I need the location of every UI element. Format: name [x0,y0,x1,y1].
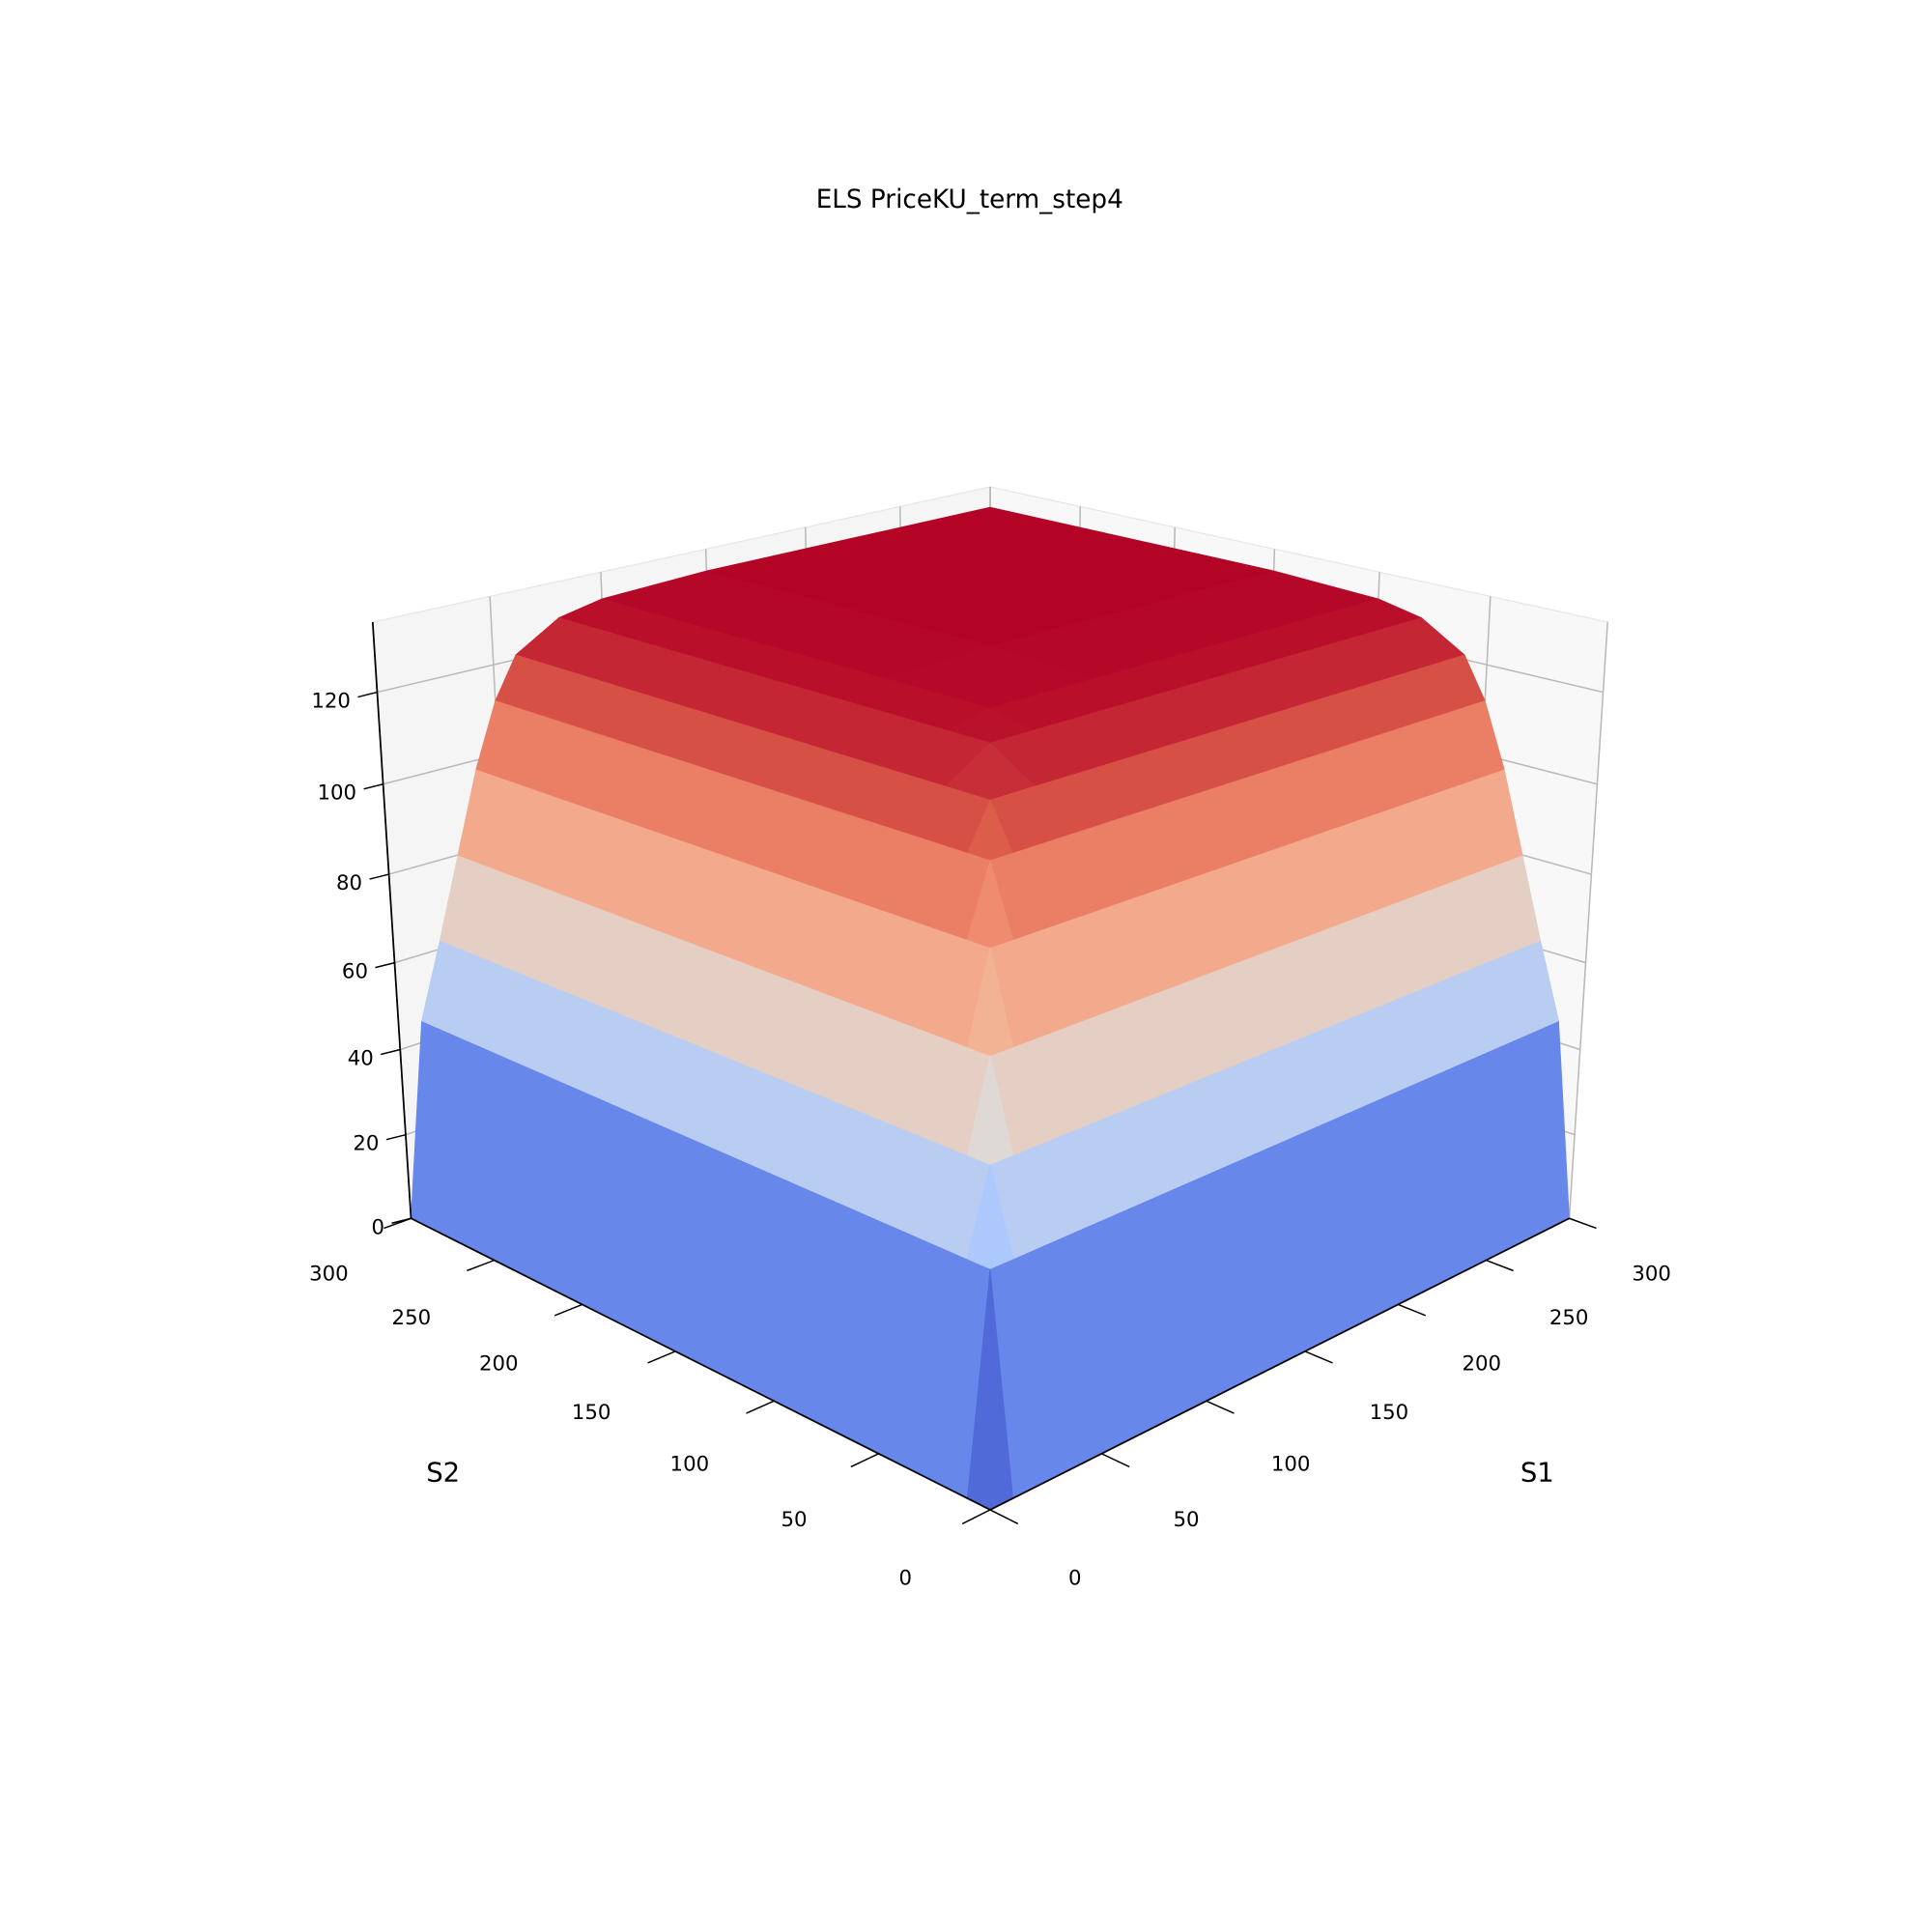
x-tick [1206,1400,1235,1414]
y-tick [554,1303,582,1317]
x-tick [1101,1453,1130,1468]
y-tick [467,1259,495,1272]
y-tick-label: 150 [572,1401,611,1425]
y-tick-label: 300 [309,1263,349,1287]
x-tick-label: 0 [1068,1567,1082,1591]
z-tick-label: 80 [336,871,362,895]
x-tick [1398,1303,1427,1317]
y-tick-label: 100 [670,1453,710,1477]
y-tick-label: 0 [898,1567,912,1591]
x-tick-label: 250 [1549,1306,1589,1330]
z-tick [385,1133,407,1141]
surface-facet [966,1055,1014,1165]
x-tick-label: 50 [1173,1508,1199,1532]
z-axis-line [371,621,412,1219]
z-tick-label: 40 [348,1046,374,1070]
surface-facet [966,1164,1014,1269]
z-tick [391,1217,412,1224]
z-tick [357,691,378,698]
grid-line [1568,621,1608,1219]
y-axis-label: S2 [426,1457,460,1488]
x-tick [1569,1217,1597,1230]
y-tick [850,1453,879,1468]
z-tick-label: 60 [342,960,368,984]
y-tick-label: 50 [781,1508,807,1532]
x-tick-label: 200 [1462,1352,1501,1377]
z-tick [363,782,384,790]
z-tick-label: 120 [311,690,351,714]
x-tick [1486,1259,1514,1272]
surface-facet [411,1020,507,1262]
x-axis-label: S1 [1520,1457,1554,1488]
surface-facet [1473,1020,1570,1262]
z-tick-label: 0 [371,1215,384,1239]
x-axis-line [989,1217,1570,1511]
x-tick-label: 150 [1370,1401,1409,1425]
z-tick [381,1048,401,1056]
surface-facet [966,947,1014,1057]
y-tick-label: 200 [479,1352,519,1377]
x-tick [1304,1350,1333,1364]
z-tick-label: 100 [318,781,357,806]
surface-facet [966,859,1014,949]
y-tick-label: 250 [392,1306,432,1330]
chart-title: ELS PriceKU_term_step4 [816,185,1123,214]
y-tick [961,1509,991,1525]
y-tick [647,1350,676,1364]
z-tick-label: 20 [353,1132,379,1156]
y-axis-line [411,1217,991,1511]
z-tick [375,961,395,969]
y-tick [746,1400,775,1414]
x-tick-label: 100 [1271,1453,1311,1477]
x-tick-label: 300 [1632,1263,1671,1287]
z-tick [369,873,389,880]
x-tick [989,1509,1019,1525]
